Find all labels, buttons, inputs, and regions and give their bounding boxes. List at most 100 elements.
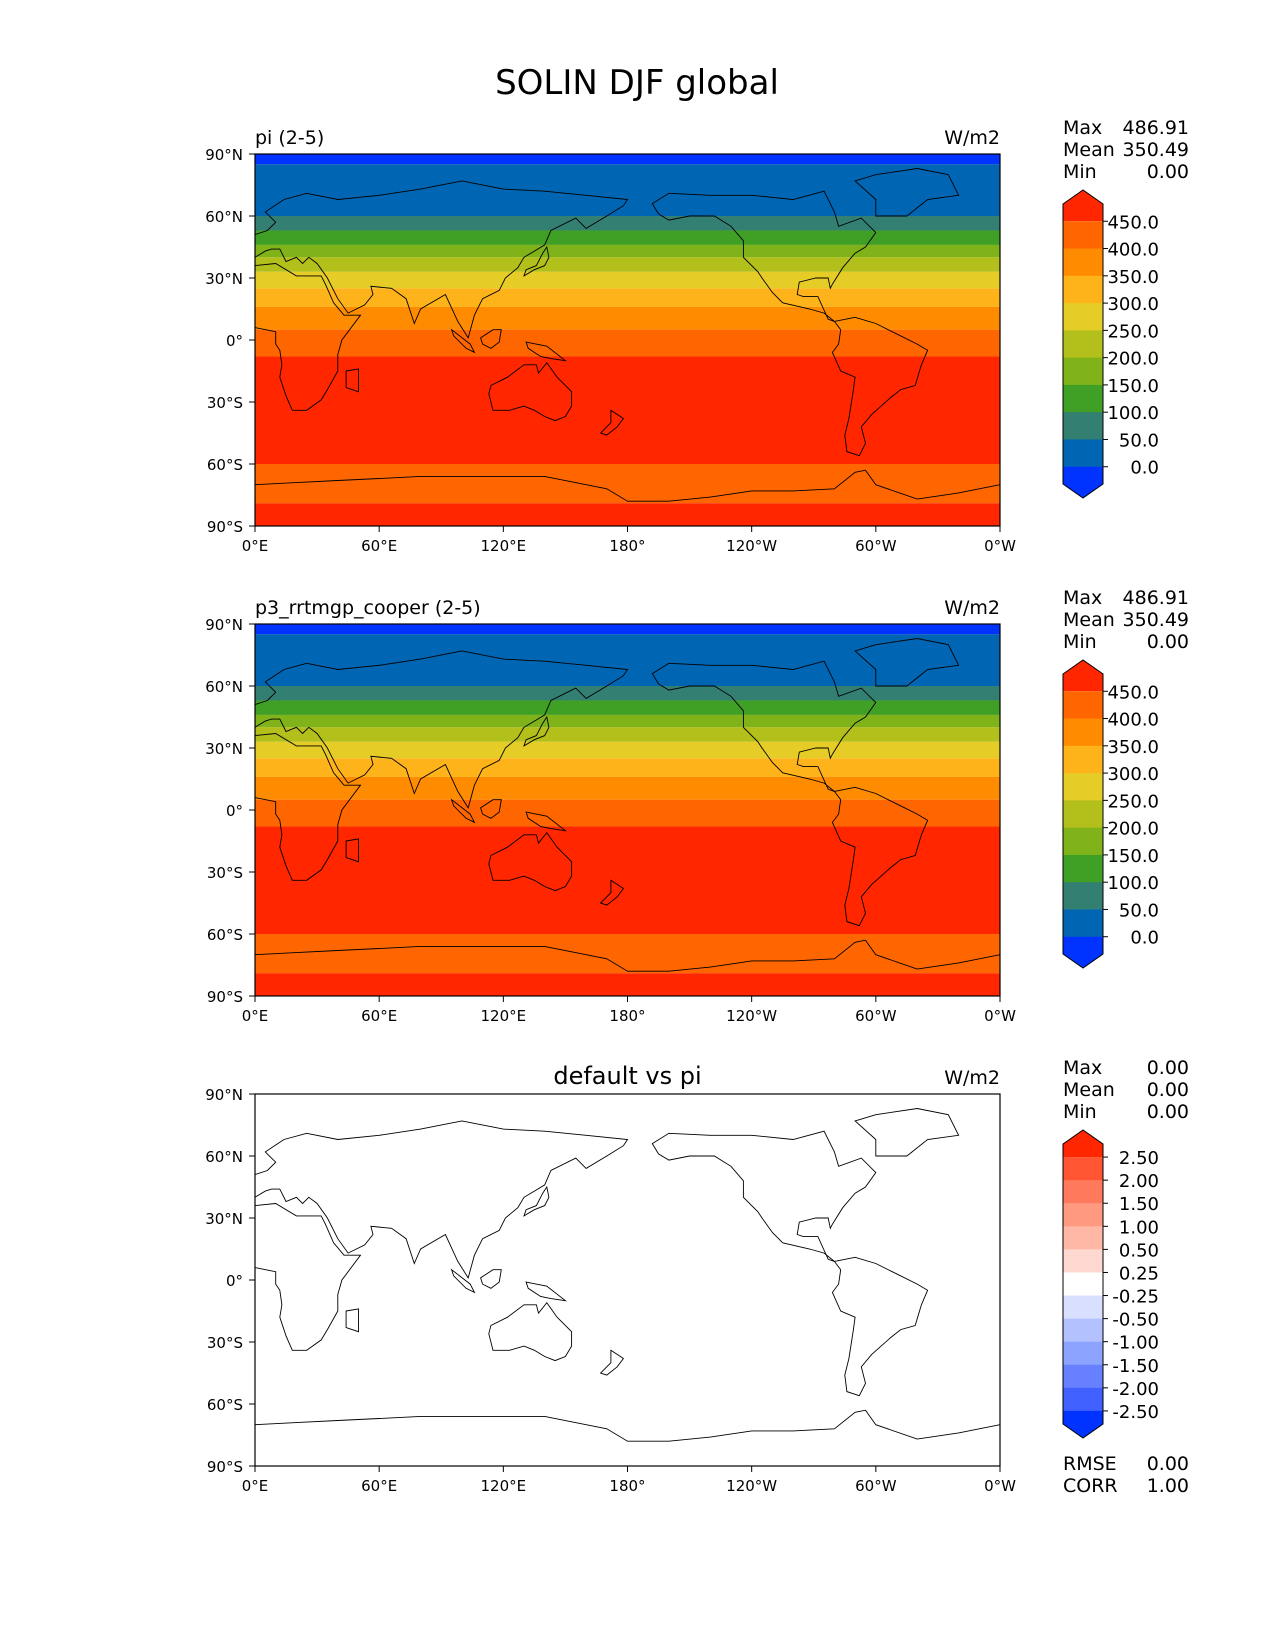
- colorbar-label: 450.0: [1107, 212, 1159, 233]
- stat-value: 0.00: [1147, 1101, 1189, 1123]
- colorbar-bottom-triangle: [1063, 1410, 1103, 1438]
- coastline: [651, 1130, 877, 1262]
- stat-value: 350.49: [1123, 609, 1189, 631]
- coastline: [831, 316, 929, 457]
- panel-pi: pi (2-5) W/m290°N60°N30°N0°30°S60°S90°S0°…: [205, 117, 1189, 555]
- colorbar-segment: [1063, 745, 1103, 774]
- colorbar-label: 450.0: [1107, 682, 1159, 703]
- x-tick-label: 180°: [609, 537, 645, 555]
- coastline: [651, 190, 877, 322]
- colorbar-bottom-triangle: [1063, 936, 1103, 968]
- coastline: [854, 1108, 960, 1157]
- coastline: [854, 168, 960, 217]
- map-area: [255, 1094, 1000, 1466]
- colorbar-segment: [1063, 303, 1103, 331]
- coastline: [525, 341, 568, 362]
- stat-value: 0.00: [1147, 1079, 1189, 1101]
- extra-stat-label: RMSE: [1063, 1453, 1117, 1475]
- coastline: [255, 180, 629, 340]
- coastline: [599, 409, 625, 436]
- x-tick-label: 60°E: [361, 1007, 397, 1025]
- colorbar-label: 1.00: [1119, 1217, 1159, 1238]
- colorbar-label: 300.0: [1107, 764, 1159, 785]
- coastline: [831, 1256, 929, 1397]
- colorbar-segment: [1063, 1387, 1103, 1412]
- panel-units: W/m2: [944, 1067, 1000, 1089]
- colorbar-segment: [1063, 412, 1103, 440]
- stat-value: 350.49: [1123, 139, 1189, 161]
- colorbar-label: 2.50: [1119, 1148, 1159, 1169]
- colorbar-top-triangle: [1063, 1130, 1103, 1158]
- panel-center-title: default vs pi: [553, 1062, 701, 1090]
- coastline: [450, 328, 476, 354]
- panel-p3: p3_rrtmgp_cooper (2-5) W/m2 90°N 60°N 30°N 0°…: [205, 587, 1189, 1025]
- y-tick-label: 60°N: [205, 208, 243, 226]
- stat-label: Mean: [1063, 609, 1115, 631]
- y-tick-label: 30°N: [205, 740, 243, 758]
- y-tick-label: 90°S: [207, 1458, 243, 1476]
- y-tick-label: 90°N: [205, 146, 243, 164]
- colorbar-label: 150.0: [1107, 846, 1159, 867]
- colorbar-segment: [1063, 827, 1103, 856]
- colorbar-segment: [1063, 800, 1103, 829]
- coastline: [488, 1301, 573, 1362]
- field-band: [255, 741, 1000, 759]
- colorbar-label: 300.0: [1107, 294, 1159, 315]
- coastline: [488, 361, 573, 422]
- field-band: [255, 758, 1000, 777]
- field-band: [255, 329, 1000, 357]
- field-band: [255, 356, 1000, 464]
- x-tick-label: 120°E: [481, 537, 527, 555]
- colorbar-segment: [1063, 773, 1103, 801]
- coastline: [255, 939, 1000, 972]
- coastline: [255, 1409, 1000, 1442]
- stat-value: 486.91: [1123, 117, 1189, 139]
- x-tick-label: 60°W: [855, 537, 897, 555]
- x-tick-label: 120°W: [726, 1477, 777, 1495]
- x-tick-label: 120°E: [481, 1477, 527, 1495]
- x-tick-label: 0°E: [242, 1477, 269, 1495]
- panels: pi (2-5) W/m290°N60°N30°N0°30°S60°S90°S0°…: [205, 117, 1189, 1497]
- colorbar-label: 250.0: [1107, 791, 1159, 812]
- x-tick-label: 120°W: [726, 1007, 777, 1025]
- colorbar: 2.502.001.501.000.500.25-0.25-0.50-1.00-…: [1062, 1129, 1159, 1439]
- y-tick-label: 0°: [226, 332, 243, 350]
- colorbar-label: 200.0: [1107, 349, 1159, 370]
- coastline: [345, 1308, 359, 1333]
- field-band: [255, 271, 1000, 289]
- colorbar-segment: [1063, 718, 1103, 747]
- colorbar-label: 250.0: [1107, 321, 1159, 342]
- coastline: [255, 650, 629, 810]
- field-band: [255, 826, 1000, 934]
- panel-diff: default vs pi W/m2 90°N 60°N 30°N 0° 30°S 60°S 9…: [205, 1057, 1189, 1497]
- coastline: [651, 660, 877, 792]
- colorbar-segment: [1063, 1272, 1103, 1297]
- coastline: [480, 799, 502, 819]
- colorbar-label: 100.0: [1107, 873, 1159, 894]
- field-band: [255, 257, 1000, 272]
- x-tick-label: 0°E: [242, 1007, 269, 1025]
- field-band: [255, 1094, 1000, 1466]
- y-tick-label: 60°N: [205, 1148, 243, 1166]
- colorbar-outline: [1062, 659, 1104, 969]
- field-band: [255, 714, 1000, 728]
- field-band: [255, 799, 1000, 827]
- colorbar-label: 150.0: [1107, 376, 1159, 397]
- stat-value: 0.00: [1147, 631, 1189, 653]
- y-tick-label: 60°S: [207, 926, 243, 944]
- y-tick-label: 0°: [226, 802, 243, 820]
- map-area: [255, 154, 1000, 526]
- y-tick-label: 30°N: [205, 1210, 243, 1228]
- field-band: [255, 288, 1000, 307]
- stat-label: Min: [1063, 631, 1097, 653]
- coastline: [525, 811, 568, 832]
- stat-value: 0.00: [1147, 161, 1189, 183]
- stat-label: Mean: [1063, 1079, 1115, 1101]
- y-tick-label: 90°S: [207, 518, 243, 536]
- colorbar-label: 50.0: [1119, 900, 1159, 921]
- colorbar-label: 50.0: [1119, 430, 1159, 451]
- x-tick-label: 0°E: [242, 537, 269, 555]
- colorbar-label: 400.0: [1107, 710, 1159, 731]
- colorbar-segment: [1063, 1157, 1103, 1181]
